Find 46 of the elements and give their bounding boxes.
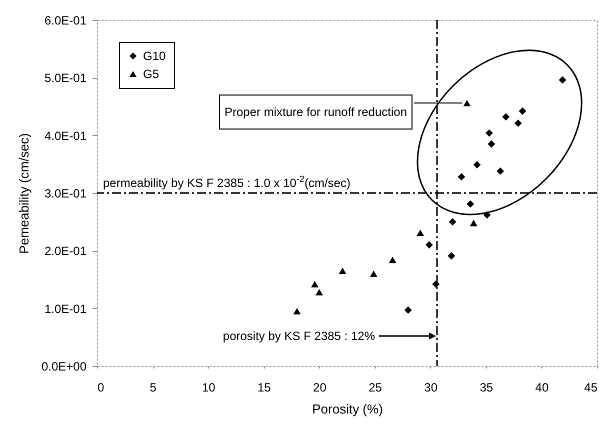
- point: [470, 220, 478, 226]
- point: [448, 252, 456, 260]
- point: [388, 256, 396, 264]
- x-tick-label: 35: [480, 380, 494, 394]
- x-tick-label: 20: [313, 380, 327, 394]
- point: [448, 218, 456, 226]
- x-tick-label: 0: [98, 380, 104, 394]
- point: [370, 270, 378, 277]
- point: [502, 113, 510, 121]
- point: [558, 76, 566, 84]
- legend-label: G10: [143, 49, 166, 63]
- point: [488, 140, 496, 148]
- point: [426, 241, 433, 249]
- x-axis-title: Porosity (%): [312, 402, 383, 416]
- y-tick-label: 6.0E-01: [44, 14, 87, 28]
- legend-label: G5: [143, 67, 160, 81]
- point: [458, 173, 466, 181]
- y-tick-label: 5.0E-01: [44, 71, 87, 86]
- x-tick-label: 25: [368, 380, 382, 394]
- x-tick-label: 15: [257, 380, 272, 394]
- point: [486, 129, 493, 137]
- x-tick-label: 30: [424, 380, 438, 394]
- point: [338, 268, 346, 274]
- point: [496, 167, 504, 175]
- x-tick-label: 5: [150, 380, 157, 394]
- point: [311, 280, 318, 288]
- y-axis-title: Pemeability (cm/sec): [16, 133, 32, 254]
- y-tick-label: 0.0E+00: [41, 360, 87, 374]
- y-tick-label: 1.0E-01: [44, 302, 87, 316]
- annotation: permeability by KS F 2385 : 1.0 x 10$^{-2}$(cm/sec): [103, 174, 350, 190]
- y-tick-label: 4.0E-01: [44, 128, 87, 143]
- point: [316, 288, 323, 296]
- annotation: Proper mixture for runoff reduction: [224, 105, 407, 120]
- point: [518, 107, 526, 115]
- point: [466, 200, 474, 208]
- x-tick-label: 45: [584, 380, 598, 394]
- y-tick-label: 2.0E-01: [44, 244, 87, 258]
- point: [463, 100, 471, 106]
- y-tick-label: 3.0E-01: [44, 186, 87, 200]
- annotation: porosity by KS F 2385 : 12%: [222, 329, 376, 343]
- point: [404, 306, 412, 314]
- point: [293, 308, 301, 314]
- x-tick-label: 40: [535, 380, 549, 394]
- point: [416, 230, 424, 236]
- point: [514, 120, 522, 127]
- x-tick-label: 10: [202, 380, 216, 394]
